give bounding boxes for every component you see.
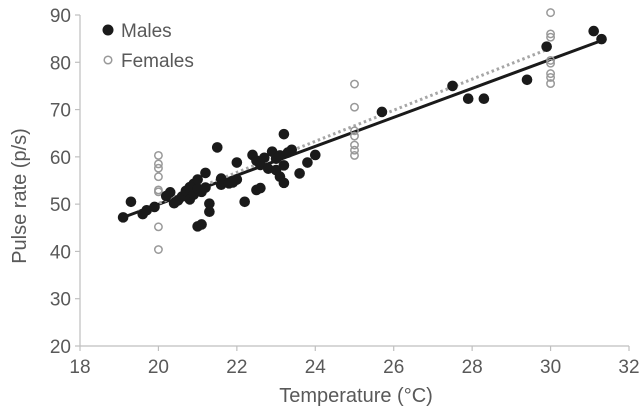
x-tick-label: 22: [226, 357, 247, 378]
x-tick-label: 20: [148, 357, 169, 378]
y-tick-label: 50: [50, 195, 71, 216]
x-tick-label: 26: [383, 357, 404, 378]
point-females: [546, 55, 556, 65]
point-males: [521, 74, 533, 86]
point-females: [546, 69, 556, 79]
point-males: [259, 152, 270, 164]
legend-label-males: Males: [121, 21, 172, 42]
point-males: [376, 106, 388, 118]
point-males: [149, 201, 160, 213]
legend-label-females: Females: [121, 51, 194, 72]
point-males: [125, 196, 137, 208]
y-tick-label: 90: [50, 6, 71, 27]
x-tick-label: 32: [618, 357, 639, 378]
point-males: [309, 149, 321, 161]
point-females: [350, 131, 359, 141]
point-females: [350, 145, 359, 155]
point-males: [278, 128, 290, 140]
point-males: [192, 174, 203, 185]
point-males: [200, 167, 211, 179]
x-axis-ticks: 18 20 22 24 26 28 30 32: [69, 346, 640, 378]
point-females: [546, 58, 556, 68]
legend-marker-males: [102, 24, 114, 36]
y-tick-label: 40: [50, 242, 71, 263]
point-males: [211, 142, 223, 153]
point-males: [302, 157, 313, 168]
point-males: [294, 168, 305, 179]
point-males: [478, 93, 490, 104]
y-tick-label: 20: [50, 337, 71, 358]
point-males: [262, 163, 274, 174]
point-males: [200, 182, 211, 193]
point-females: [153, 187, 163, 197]
point-females: [546, 29, 556, 39]
point-females: [350, 79, 359, 89]
x-tick-label: 28: [462, 357, 483, 378]
point-males: [117, 212, 129, 223]
point-females: [350, 126, 359, 136]
x-tick-label: 18: [69, 357, 90, 378]
x-axis-title: Temperature (°C): [279, 385, 433, 407]
point-males: [255, 182, 266, 194]
point-males: [204, 198, 215, 209]
point-males: [278, 160, 290, 171]
point-males: [231, 174, 243, 185]
point-males: [215, 173, 227, 184]
x-tick-label: 24: [305, 357, 327, 378]
y-tick-label: 60: [50, 148, 71, 169]
point-females: [350, 140, 359, 150]
point-females: [546, 72, 556, 82]
point-males: [204, 206, 215, 218]
point-females: [153, 172, 163, 182]
x-tick-label: 30: [540, 357, 561, 378]
point-males: [286, 144, 298, 156]
point-females: [153, 159, 163, 169]
point-females: [546, 79, 556, 89]
point-females: [153, 163, 163, 173]
point-males: [239, 196, 250, 208]
point-males: [588, 25, 600, 37]
y-axis-ticks: 20 30 40 50 60 70 80 90: [50, 6, 80, 358]
point-males: [596, 33, 607, 45]
point-males: [231, 157, 243, 168]
legend: Males Females: [102, 21, 194, 72]
y-tick-label: 30: [50, 290, 71, 311]
point-females: [153, 222, 163, 232]
y-tick-label: 80: [50, 53, 71, 74]
point-males: [462, 93, 474, 104]
y-axis-title: Pulse rate (p/s): [9, 128, 31, 264]
legend-marker-females: [103, 55, 113, 65]
point-males: [196, 219, 207, 230]
point-females: [153, 150, 163, 160]
point-males: [278, 177, 290, 189]
point-females: [350, 102, 359, 112]
point-females: [546, 32, 556, 42]
data-points: [117, 8, 607, 254]
point-females: [546, 8, 556, 18]
point-males: [164, 187, 176, 198]
y-tick-label: 70: [50, 101, 71, 122]
point-females: [350, 150, 359, 160]
point-males: [541, 41, 552, 52]
point-females: [153, 245, 163, 254]
point-males: [447, 80, 458, 92]
